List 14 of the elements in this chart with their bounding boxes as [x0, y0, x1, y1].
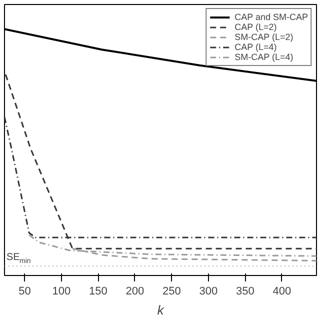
x-tick-label: 400 [272, 286, 292, 298]
x-tick-label: 100 [52, 286, 71, 298]
legend-label: SM-CAP (L=2) [234, 32, 294, 42]
legend-label: SM-CAP (L=4) [234, 52, 294, 62]
x-axis-title: k [157, 302, 166, 318]
x-tick-label: 350 [236, 286, 254, 298]
legend-label: CAP and SM-CAP [234, 12, 308, 22]
legend-label: CAP (L=4) [234, 42, 277, 52]
x-tick-label: 200 [126, 286, 144, 298]
x-tick-label: 50 [18, 286, 31, 298]
legend-label: CAP (L=2) [234, 22, 277, 32]
x-tick-label: 150 [89, 286, 108, 298]
x-tick-label: 250 [162, 286, 181, 298]
x-tick-label: 300 [199, 286, 218, 298]
